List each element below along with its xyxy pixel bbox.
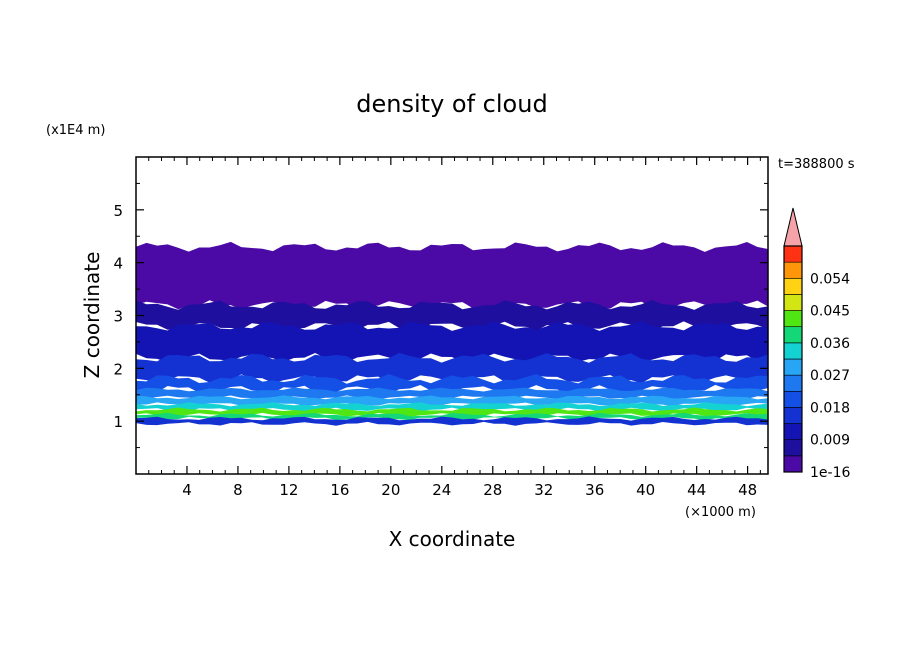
density-layer: [136, 241, 768, 310]
colorbar-tick-label: 0.009: [810, 433, 850, 449]
colorbar-tick-label: 0.045: [810, 304, 850, 320]
x-tick-label: 44: [687, 481, 706, 499]
x-tick-label: 36: [585, 481, 604, 499]
y-axis-ticks: 1 2 3 4 5: [113, 182, 768, 449]
density-layer: [136, 395, 768, 407]
x-tick-label: 24: [432, 481, 451, 499]
x-tick-label: 40: [636, 481, 655, 499]
colorbar-segment: [783, 439, 803, 457]
colorbar-segment: [783, 310, 803, 328]
colorbar-segment: [783, 245, 803, 263]
colorbar-tick-label: 0.054: [810, 271, 850, 287]
colorbar-segment: [783, 261, 803, 279]
colorbar-segment: [783, 342, 803, 360]
x-axis-ticks: 4 8 12 16 20 24 28 32 36 40 44 48: [148, 157, 761, 499]
colorbar-segment: [783, 455, 803, 473]
colorbar-tick-label: 0.027: [810, 368, 850, 384]
density-layer: [136, 321, 768, 363]
y-tick-label: 1: [113, 413, 123, 431]
x-tick-label: 4: [182, 481, 192, 499]
colorbar-segment: [783, 294, 803, 311]
density-layer: [136, 300, 768, 331]
y-tick-label: 5: [113, 202, 123, 220]
colorbar: 1e-16 0.009 0.018 0.027 0.036 0.045 0.054: [783, 207, 850, 481]
colorbar-segment: [783, 326, 803, 344]
colorbar-segment: [783, 374, 803, 392]
x-unit-label: (×1000 m): [685, 505, 756, 520]
cloud-density-field: [136, 241, 768, 426]
colorbar-segment: [783, 277, 803, 295]
x-tick-label: 8: [233, 481, 243, 499]
time-label: t=388800 s: [778, 157, 855, 172]
y-tick-label: 4: [113, 255, 123, 273]
y-tick-label: 2: [113, 360, 123, 378]
colorbar-extend-arrow: [783, 207, 803, 247]
density-layer: [136, 416, 768, 426]
colorbar-segment: [783, 390, 803, 408]
colorbar-segment: [783, 423, 803, 441]
x-tick-label: 32: [534, 481, 553, 499]
x-tick-label: 20: [381, 481, 400, 499]
x-tick-label: 48: [738, 481, 757, 499]
colorbar-segment: [783, 407, 803, 424]
y-tick-label: 3: [113, 308, 123, 326]
x-axis-title: X coordinate: [389, 527, 516, 551]
y-unit-label: (x1E4 m): [46, 123, 105, 138]
y-axis-title: Z coordinate: [80, 252, 104, 379]
colorbar-tick-label: 0.036: [810, 336, 850, 352]
colorbar-tick-label: 1e-16: [810, 465, 850, 481]
density-layer: [136, 407, 768, 417]
density-layer: [136, 352, 768, 384]
colorbar-tick-label: 0.018: [810, 400, 850, 416]
colorbar-segment: [783, 358, 803, 376]
density-layer: [136, 387, 768, 400]
chart-title: density of cloud: [356, 90, 547, 118]
x-tick-label: 28: [483, 481, 502, 499]
colorbar-frame: [783, 245, 803, 473]
x-tick-label: 16: [330, 481, 349, 499]
x-tick-label: 12: [279, 481, 298, 499]
